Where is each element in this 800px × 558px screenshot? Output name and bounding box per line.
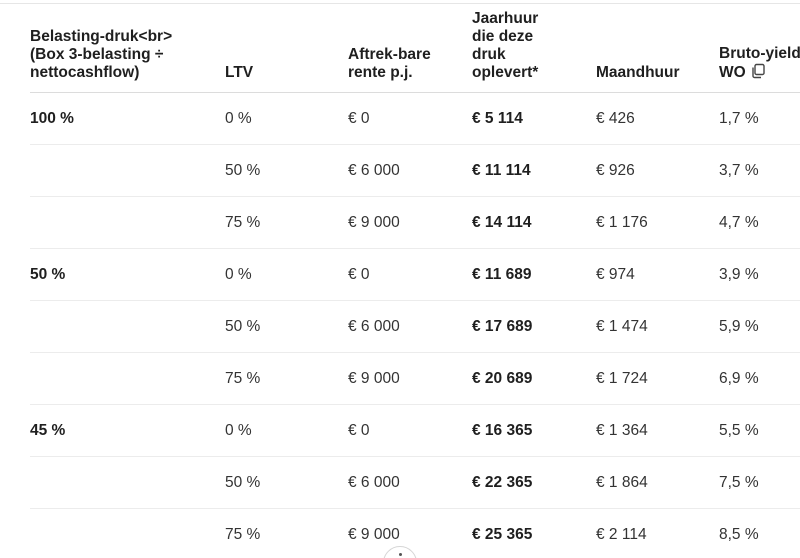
header-interest-line-1: Aftrek-bare [348, 46, 431, 63]
header-tax-burden: Belasting-druk<br> (Box 3-belasting ÷ ne… [30, 8, 225, 93]
header-tax-burden-line-1: Belasting-druk<br> [30, 28, 173, 45]
cell-tax-burden [30, 196, 225, 249]
cell-annual-rent: € 22 365 [472, 456, 596, 509]
cell-gross-yield: 3,9 % [719, 248, 800, 301]
cell-ltv: 0 % [225, 404, 348, 457]
cell-gross-yield: 3,7 % [719, 144, 800, 197]
cell-ltv: 0 % [225, 248, 348, 301]
cell-gross-yield: 8,5 % [719, 508, 800, 558]
cell-monthly-rent: € 1 364 [596, 404, 719, 457]
cell-monthly-rent: € 2 114 [596, 508, 719, 558]
header-annual-rent-line-2: die deze [472, 28, 534, 45]
table-row: 50 % 0 % € 0 € 11 689 € 974 3,9 % [30, 248, 800, 301]
header-annual-rent-line-1: Jaarhuur [472, 10, 539, 27]
header-annual-rent-line-4: oplevert* [472, 64, 539, 81]
header-monthly-rent-label: Maandhuur [596, 64, 680, 81]
cell-interest: € 6 000 [348, 456, 472, 509]
table-row: 45 % 0 % € 0 € 16 365 € 1 364 5,5 % [30, 404, 800, 457]
cell-tax-burden: 50 % [30, 248, 225, 301]
cell-tax-burden: 45 % [30, 404, 225, 457]
cell-tax-burden [30, 144, 225, 197]
cell-interest: € 0 [348, 248, 472, 301]
cell-interest: € 0 [348, 92, 472, 145]
cell-gross-yield: 5,5 % [719, 404, 800, 457]
cell-tax-burden [30, 508, 225, 558]
header-ltv-label: LTV [225, 64, 254, 81]
cell-gross-yield: 4,7 % [719, 196, 800, 249]
cell-monthly-rent: € 426 [596, 92, 719, 145]
cell-gross-yield: 7,5 % [719, 456, 800, 509]
header-tax-burden-line-3: nettocashflow) [30, 64, 140, 81]
cell-annual-rent: € 5 114 [472, 92, 596, 145]
table-row: 75 % € 9 000 € 25 365 € 2 114 8,5 % [30, 508, 800, 558]
header-interest-line-2: rente p.j. [348, 64, 413, 81]
cell-ltv: 75 % [225, 352, 348, 405]
cell-annual-rent: € 25 365 [472, 508, 596, 558]
header-gross-yield: Bruto-yield WO [719, 8, 800, 93]
copy-icon[interactable] [750, 63, 766, 79]
cell-ltv: 50 % [225, 144, 348, 197]
header-monthly-rent: Maandhuur [596, 8, 719, 93]
cell-ltv: 75 % [225, 196, 348, 249]
header-ltv: LTV [225, 8, 348, 93]
cell-annual-rent: € 14 114 [472, 196, 596, 249]
cell-tax-burden [30, 456, 225, 509]
cell-monthly-rent: € 1 864 [596, 456, 719, 509]
table-row: 50 % € 6 000 € 22 365 € 1 864 7,5 % [30, 456, 800, 509]
header-tax-burden-line-2: (Box 3-belasting ÷ [30, 46, 164, 63]
cell-interest: € 0 [348, 404, 472, 457]
table-row: 100 % 0 % € 0 € 5 114 € 426 1,7 % [30, 92, 800, 145]
cell-annual-rent: € 20 689 [472, 352, 596, 405]
cell-gross-yield: 1,7 % [719, 92, 800, 145]
cell-ltv: 0 % [225, 92, 348, 145]
cell-interest: € 9 000 [348, 196, 472, 249]
cell-monthly-rent: € 1 176 [596, 196, 719, 249]
cell-tax-burden [30, 352, 225, 405]
cell-interest: € 6 000 [348, 144, 472, 197]
cell-ltv: 75 % [225, 508, 348, 558]
cell-monthly-rent: € 926 [596, 144, 719, 197]
header-gross-yield-line-2: WO [719, 63, 800, 82]
cell-ltv: 50 % [225, 456, 348, 509]
cell-annual-rent: € 16 365 [472, 404, 596, 457]
table-row: 50 % € 6 000 € 17 689 € 1 474 5,9 % [30, 300, 800, 353]
header-annual-rent-line-3: druk [472, 46, 506, 63]
table-header-row: Belasting-druk<br> (Box 3-belasting ÷ ne… [30, 8, 800, 93]
cell-interest: € 9 000 [348, 352, 472, 405]
cell-interest: € 6 000 [348, 300, 472, 353]
table-row: 50 % € 6 000 € 11 114 € 926 3,7 % [30, 144, 800, 197]
header-gross-yield-line-2-text: WO [719, 64, 746, 81]
cell-ltv: 50 % [225, 300, 348, 353]
cell-gross-yield: 6,9 % [719, 352, 800, 405]
header-gross-yield-line-1: Bruto-yield [719, 45, 800, 62]
top-divider [0, 3, 800, 4]
table-row: 75 % € 9 000 € 14 114 € 1 176 4,7 % [30, 196, 800, 249]
table-row: 75 % € 9 000 € 20 689 € 1 724 6,9 % [30, 352, 800, 405]
header-deductible-interest: Aftrek-bare rente p.j. [348, 8, 472, 93]
cell-monthly-rent: € 974 [596, 248, 719, 301]
cell-monthly-rent: € 1 724 [596, 352, 719, 405]
cell-annual-rent: € 17 689 [472, 300, 596, 353]
cell-annual-rent: € 11 114 [472, 144, 596, 197]
scroll-down-dot [399, 553, 402, 556]
rent-burden-table: Belasting-druk<br> (Box 3-belasting ÷ ne… [30, 8, 800, 558]
cell-tax-burden: 100 % [30, 92, 225, 145]
header-annual-rent: Jaarhuur die deze druk oplevert* [472, 8, 596, 93]
cell-annual-rent: € 11 689 [472, 248, 596, 301]
cell-monthly-rent: € 1 474 [596, 300, 719, 353]
cell-tax-burden [30, 300, 225, 353]
cell-gross-yield: 5,9 % [719, 300, 800, 353]
